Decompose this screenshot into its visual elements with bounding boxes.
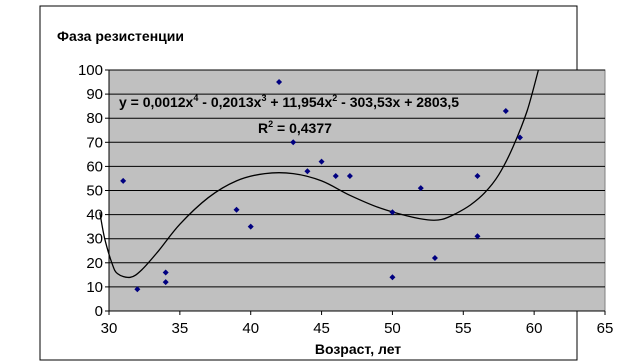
- y-tick-label: 0: [95, 303, 103, 320]
- eq-tail: - 303,53x + 2803,5: [337, 94, 459, 110]
- data-point: [247, 223, 254, 230]
- eq-exp-2: 2: [332, 93, 337, 103]
- y-tick-label: 90: [86, 86, 103, 103]
- y-tick-label: 100: [78, 62, 103, 79]
- r2-value: = 0,4377: [273, 120, 332, 136]
- y-tick-label: 40: [86, 207, 103, 224]
- data-point: [332, 173, 339, 180]
- y-tick-label: 10: [86, 279, 103, 296]
- x-tick-label: 45: [313, 320, 330, 337]
- r-squared-label: R2 = 0,4377: [258, 119, 332, 136]
- x-tick-label: 65: [597, 320, 614, 337]
- trendline: [99, 69, 540, 279]
- data-point: [120, 177, 127, 184]
- y-tick-label: 50: [86, 183, 103, 200]
- eq-exp-4: 4: [193, 93, 198, 103]
- gridlines: [109, 69, 605, 288]
- data-point: [134, 286, 141, 293]
- x-tick-label: 60: [526, 320, 543, 337]
- data-point: [431, 254, 438, 261]
- eq-exp-3: 3: [261, 93, 266, 103]
- x-tick-label: 40: [242, 320, 259, 337]
- y-tick-label: 60: [86, 158, 103, 175]
- eq-lead: y = 0,0012x: [119, 94, 194, 110]
- eq-mid2: + 11,954x: [266, 94, 332, 110]
- x-tick-label: 35: [172, 320, 189, 337]
- data-point: [162, 279, 169, 286]
- r2-exp: 2: [268, 119, 273, 129]
- data-point: [389, 274, 396, 281]
- r2-label: R: [258, 120, 268, 136]
- eq-mid1: - 0,2013x: [198, 94, 261, 110]
- data-point: [346, 173, 353, 180]
- data-point: [474, 173, 481, 180]
- y-tick-label: 20: [86, 255, 103, 272]
- x-tick-label: 50: [384, 320, 401, 337]
- data-point: [304, 168, 311, 175]
- data-point: [233, 206, 240, 213]
- data-point: [516, 134, 523, 141]
- x-axis-title: Возраст, лет: [315, 341, 401, 357]
- y-tick-label: 80: [86, 110, 103, 127]
- axes: 0 10 20 30 40 50 60 70 80 90 100 30 35 40 45 50 55 60 65: [78, 62, 613, 337]
- data-point: [162, 269, 169, 276]
- data-point: [474, 233, 481, 240]
- data-point: [502, 107, 509, 114]
- y-tick-label: 70: [86, 134, 103, 151]
- data-point: [318, 158, 325, 165]
- data-point: [389, 209, 396, 216]
- data-points: [120, 79, 523, 293]
- trendline-equation: y = 0,0012x4 - 0,2013x3 + 11,954x2 - 303…: [119, 93, 459, 110]
- y-tick-label: 30: [86, 231, 103, 248]
- chart-title: Фаза резистенции: [57, 28, 184, 44]
- data-point: [290, 139, 297, 146]
- x-tick-label: 55: [455, 320, 472, 337]
- data-point: [417, 185, 424, 192]
- data-point: [276, 79, 283, 86]
- trendline-group: [99, 69, 540, 279]
- x-tick-label: 30: [101, 320, 118, 337]
